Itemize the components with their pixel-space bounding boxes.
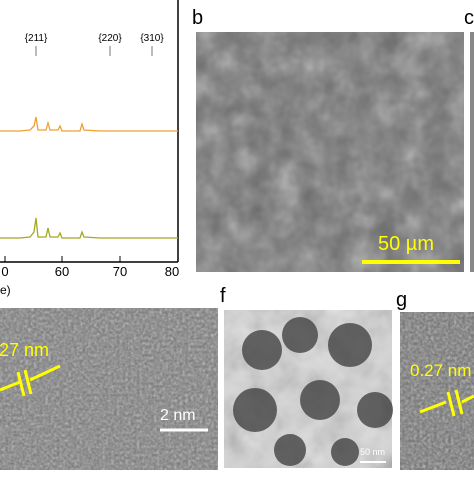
panel-label: b bbox=[192, 7, 203, 29]
panel-label: c bbox=[464, 7, 474, 29]
x-tick-label: 70 bbox=[113, 264, 127, 279]
panel-label: f bbox=[220, 285, 226, 307]
hrtem-panel: g 0.27 nm bbox=[396, 289, 474, 470]
peak-label: {310} bbox=[140, 33, 164, 44]
peak-label: {220} bbox=[98, 33, 122, 44]
scale-bar-label: 2 nm bbox=[160, 407, 196, 424]
x-tick-label: 60 bbox=[55, 264, 69, 279]
peak-label: {211} bbox=[25, 33, 48, 44]
lattice-label: .27 nm bbox=[0, 340, 49, 360]
panel-label: g bbox=[396, 289, 407, 311]
lattice-label: 0.27 nm bbox=[410, 361, 471, 380]
x-tick-label: 80 bbox=[165, 264, 179, 279]
hrtem-panel: .27 nm 2 nm bbox=[0, 308, 218, 470]
x-tick-label: 0 bbox=[1, 264, 8, 279]
xrd-panel: {211} {220} {310} 0 60 70 80 e) bbox=[0, 0, 179, 297]
x-axis-label: e) bbox=[0, 283, 11, 297]
scale-bar-label: 50 nm bbox=[360, 447, 385, 457]
tem-panel: f 50 nm bbox=[220, 285, 393, 468]
sem-panel: b 50 µm c bbox=[192, 7, 474, 272]
scale-bar-label: 50 µm bbox=[378, 233, 434, 255]
